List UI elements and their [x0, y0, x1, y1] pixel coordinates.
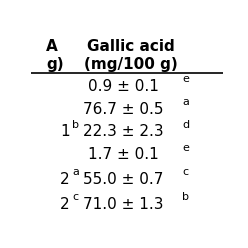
Text: 1: 1	[60, 124, 69, 139]
Text: b: b	[72, 120, 79, 130]
Text: Gallic acid: Gallic acid	[87, 39, 175, 54]
Text: 2: 2	[60, 172, 69, 187]
Text: d: d	[182, 120, 189, 130]
Text: e: e	[182, 74, 189, 84]
Text: 1.7 ± 0.1: 1.7 ± 0.1	[88, 147, 159, 162]
Text: 0.9 ± 0.1: 0.9 ± 0.1	[88, 79, 159, 93]
Text: 2: 2	[60, 197, 69, 212]
Text: A: A	[46, 39, 58, 54]
Text: e: e	[182, 143, 189, 153]
Text: c: c	[72, 192, 78, 202]
Text: 22.3 ± 2.3: 22.3 ± 2.3	[83, 124, 164, 139]
Text: b: b	[182, 192, 189, 202]
Text: c: c	[182, 167, 188, 177]
Text: (mg/100 g): (mg/100 g)	[84, 58, 178, 72]
Text: 76.7 ± 0.5: 76.7 ± 0.5	[83, 101, 163, 117]
Text: a: a	[72, 167, 79, 177]
Text: 71.0 ± 1.3: 71.0 ± 1.3	[83, 197, 163, 212]
Text: g): g)	[46, 58, 64, 72]
Text: a: a	[182, 97, 189, 107]
Text: 55.0 ± 0.7: 55.0 ± 0.7	[83, 172, 163, 187]
